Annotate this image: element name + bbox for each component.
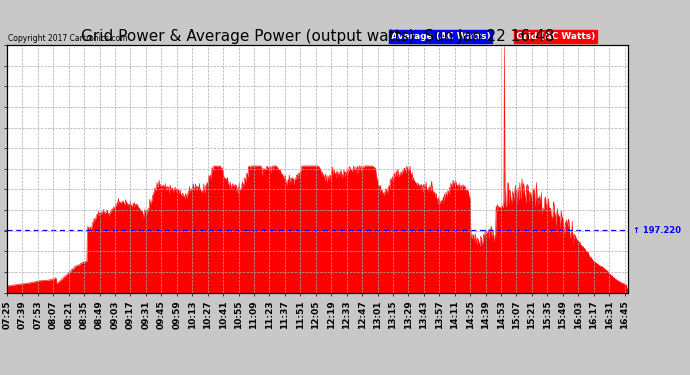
Text: ↑ 197.220: ↑ 197.220 xyxy=(633,226,682,235)
Text: Copyright 2017 Cartronics.com: Copyright 2017 Cartronics.com xyxy=(8,33,127,42)
Title: Grid Power & Average Power (output watts)  Sun Jan 22 16:48: Grid Power & Average Power (output watts… xyxy=(81,29,554,44)
Text: Average (AC Watts): Average (AC Watts) xyxy=(391,32,491,41)
Text: Grid (AC Watts): Grid (AC Watts) xyxy=(516,32,595,41)
